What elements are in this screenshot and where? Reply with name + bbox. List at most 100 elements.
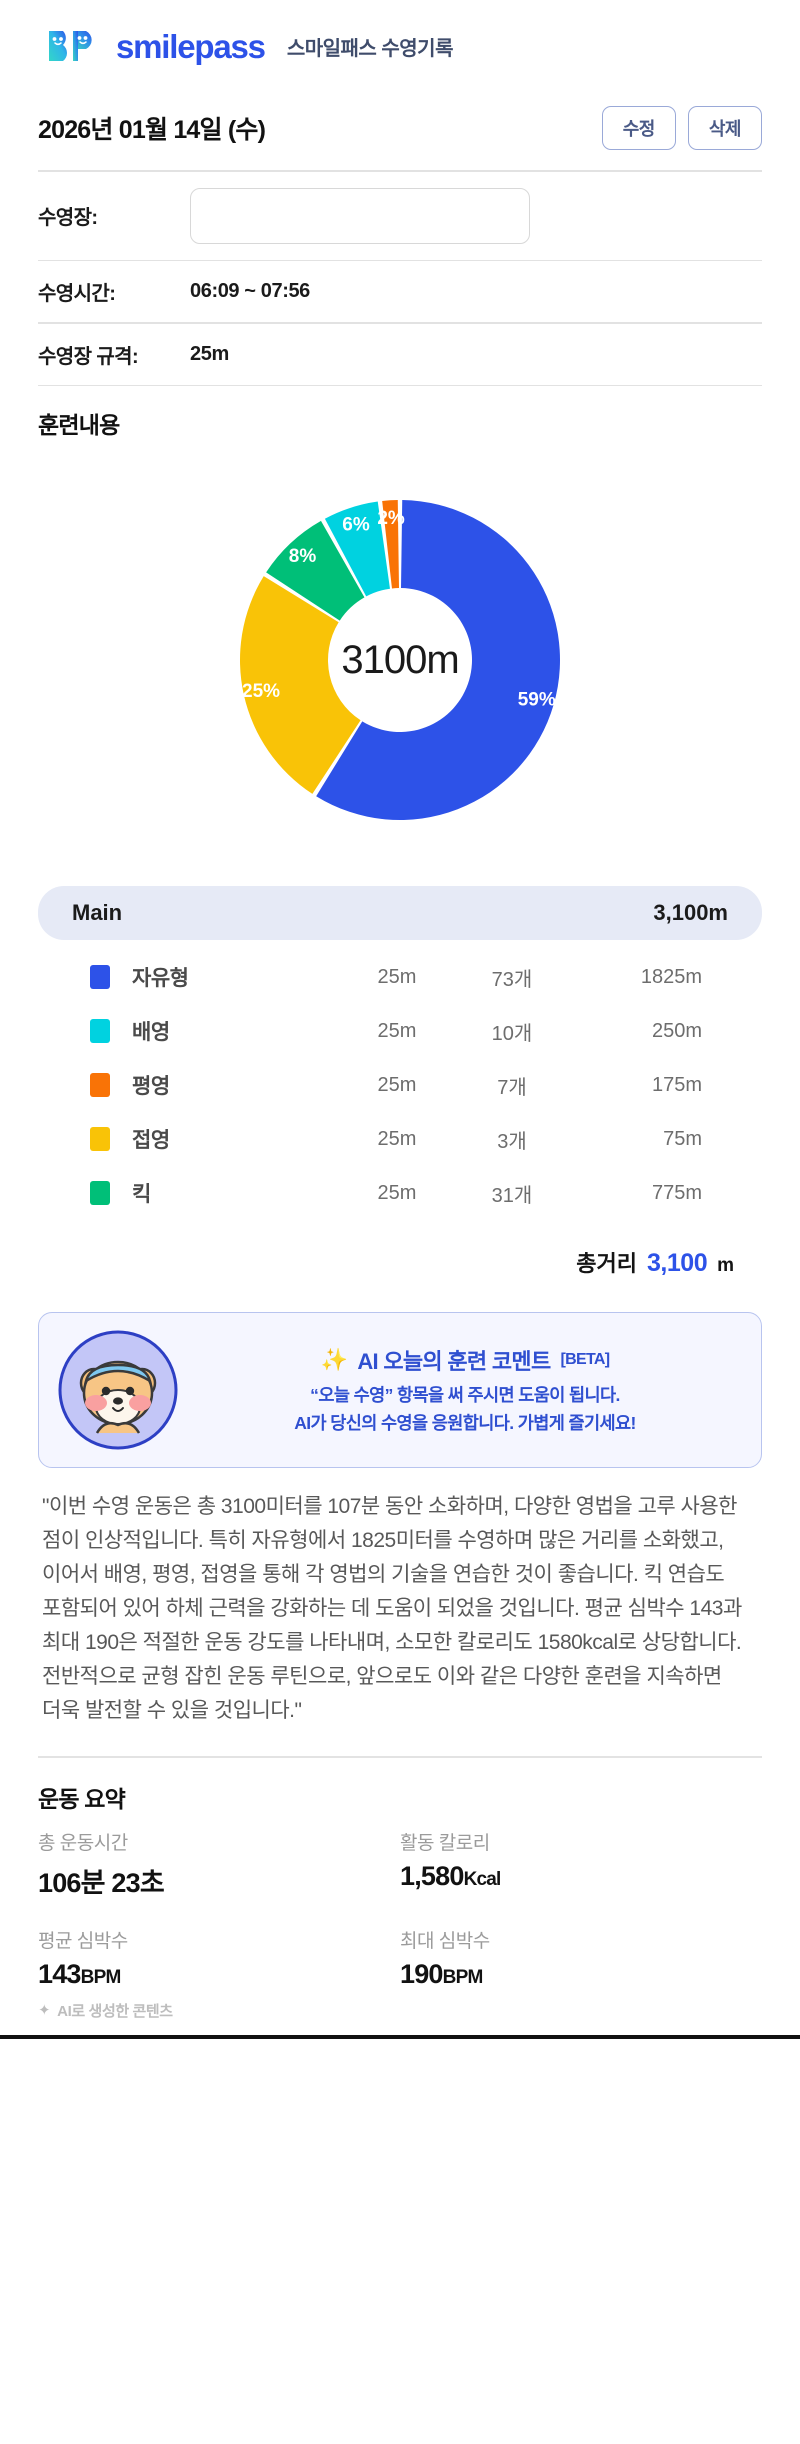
ai-banner-texts: ✨ AI 오늘의 훈련 코멘트 [BETA] “오늘 수영” 항목을 써 주시면 … bbox=[197, 1344, 743, 1436]
swim-time-value: 06:09 ~ 07:56 bbox=[190, 280, 310, 302]
donut-slice-킥 bbox=[240, 576, 361, 794]
summary-item: 총 운동시간 106분 23초 bbox=[38, 1828, 400, 1900]
pool-name-input[interactable] bbox=[190, 187, 530, 244]
pool-name-label: 수영장: bbox=[38, 207, 98, 229]
summary-item-unit: BPM bbox=[80, 1966, 122, 1988]
ai-comment-banner[interactable]: ✨ AI 오늘의 훈련 코멘트 [BETA] “오늘 수영” 항목을 써 주시면 … bbox=[38, 1312, 762, 1468]
summary-item-label: 활동 칼로리 bbox=[400, 1832, 490, 1854]
donut-slice-배영 bbox=[266, 520, 365, 621]
divider bbox=[38, 170, 762, 172]
summary-item-label: 평균 심박수 bbox=[38, 1930, 128, 1952]
smilepass-logo-icon bbox=[46, 26, 102, 66]
legend-group-header: Main 3,100m bbox=[38, 886, 762, 940]
legend-group-label: Main bbox=[72, 900, 123, 925]
legend-lap-count: 31개 bbox=[491, 1184, 533, 1207]
legend-distance: 175m bbox=[651, 1073, 702, 1096]
summary-item-unit: BPM bbox=[442, 1966, 484, 1988]
legend-distance: 250m bbox=[651, 1019, 702, 1042]
summary-heading: 운동 요약 bbox=[38, 1785, 126, 1812]
summary-grid: 총 운동시간 106분 23초 활동 칼로리 1,580Kcal 평균 심박수 143BP… bbox=[30, 1828, 770, 1990]
divider bbox=[38, 1756, 762, 1758]
summary-item-number: 190 bbox=[400, 1958, 443, 1989]
legend-lap-length: 25m bbox=[377, 1019, 417, 1042]
donut-slice-label-배영: 8% bbox=[289, 546, 317, 567]
legend-row: 평영 25m 7개 175m bbox=[30, 1058, 770, 1112]
donut-slice-label-접영: 2% bbox=[377, 508, 405, 529]
summary-item-value: 106분 23초 bbox=[38, 1861, 400, 1900]
summary-item-number: 143 bbox=[38, 1958, 81, 1989]
pool-size-label: 수영장 규격: bbox=[38, 345, 139, 368]
brand-wordmark: smilepass bbox=[116, 27, 266, 65]
training-heading: 훈련내용 bbox=[38, 412, 120, 438]
legend-lap-count: 10개 bbox=[491, 1022, 533, 1045]
summary-item: 활동 칼로리 1,580Kcal bbox=[400, 1828, 762, 1900]
bottom-bar bbox=[0, 2034, 800, 2039]
ai-banner-subline-1: “오늘 수영” 항목을 써 주시면 도움이 됩니다. bbox=[310, 1385, 620, 1406]
legend-color-swatch bbox=[90, 1181, 110, 1205]
total-distance-label: 총거리 bbox=[576, 1251, 638, 1276]
legend-stroke-name: 자유형 bbox=[132, 967, 189, 990]
divider bbox=[38, 322, 762, 324]
legend-lap-count: 3개 bbox=[497, 1130, 527, 1153]
ai-comment-text: "이번 수영 운동은 총 3100미터를 107분 동안 소화하며, 다양한 영… bbox=[42, 1495, 742, 1723]
donut-slice-label-킥: 25% bbox=[242, 681, 280, 702]
legend-color-swatch bbox=[90, 1073, 110, 1097]
legend-distance: 775m bbox=[651, 1181, 702, 1204]
legend-row: 접영 25m 3개 75m bbox=[30, 1112, 770, 1166]
ai-banner-title: AI 오늘의 훈련 코멘트 bbox=[357, 1349, 551, 1375]
legend-lap-length: 25m bbox=[377, 1073, 417, 1096]
pool-size-value: 25m bbox=[190, 342, 229, 365]
divider bbox=[38, 259, 762, 261]
legend-stroke-name: 평영 bbox=[132, 1075, 170, 1098]
legend-stroke-name: 배영 bbox=[132, 1021, 170, 1044]
legend-lap-length: 25m bbox=[377, 1127, 417, 1150]
total-distance-unit: m bbox=[717, 1255, 734, 1276]
legend-list: 자유형 25m 73개 1825m 배영 25m 10개 250m 평영 25m 7개 175m 접영 2… bbox=[30, 950, 770, 1220]
summary-item-value: 1,580Kcal bbox=[400, 1861, 762, 1892]
legend-stroke-name: 접영 bbox=[132, 1129, 170, 1152]
record-date-title: 2026년 01월 14일 (수) bbox=[38, 116, 266, 144]
donut-slice-label-평영: 6% bbox=[342, 515, 370, 536]
legend-group-total: 3,100m bbox=[653, 900, 728, 925]
legend-lap-count: 7개 bbox=[497, 1076, 527, 1099]
legend-distance: 75m bbox=[663, 1127, 702, 1150]
ai-banner-title-row: ✨ AI 오늘의 훈련 코멘트 [BETA] bbox=[197, 1344, 733, 1376]
legend-lap-count: 73개 bbox=[491, 968, 533, 991]
ai-beta-badge: [BETA] bbox=[560, 1351, 611, 1369]
delete-button[interactable]: 삭제 bbox=[687, 106, 762, 150]
legend-row: 배영 25m 10개 250m bbox=[30, 1004, 770, 1058]
donut-slice-label-자유형: 59% bbox=[518, 690, 556, 711]
pool-size-row: 수영장 규격: 25m bbox=[30, 324, 770, 385]
summary-item-value: 143BPM bbox=[38, 1959, 400, 1990]
summary-item-number: 1,580 bbox=[400, 1860, 464, 1891]
total-distance-value: 3,100 bbox=[647, 1249, 708, 1277]
legend-color-swatch bbox=[90, 1127, 110, 1151]
swim-record-page: smilepass 스마일패스 수영기록 2026년 01월 14일 (수) 수… bbox=[30, 0, 770, 2035]
edit-button[interactable]: 수정 bbox=[601, 106, 676, 150]
summary-item-value: 190BPM bbox=[400, 1959, 762, 1990]
ai-banner-subline-2: AI가 당신의 수영을 응원합니다. 가볍게 즐기세요! bbox=[294, 1412, 636, 1433]
summary-item: 최대 심박수 190BPM bbox=[400, 1926, 762, 1990]
swim-time-label: 수영시간: bbox=[38, 283, 116, 305]
total-distance-row: 총거리 3,100 m bbox=[30, 1220, 770, 1302]
ai-generated-footnote: ✦ AI로 생성한 콘텐츠 bbox=[30, 1990, 770, 2035]
sparkles-icon: ✨ bbox=[320, 1347, 348, 1373]
distance-donut-chart: 59% 25% 8% 6% 2% 3100m bbox=[200, 460, 600, 860]
legend-lap-length: 25m bbox=[377, 965, 417, 988]
brand-subtitle: 스마일패스 수영기록 bbox=[286, 37, 454, 60]
sparkles-icon: ✦ bbox=[38, 2002, 51, 2020]
legend-lap-length: 25m bbox=[377, 1181, 417, 1204]
summary-item: 평균 심박수 143BPM bbox=[38, 1926, 400, 1990]
legend-color-swatch bbox=[90, 1019, 110, 1043]
legend-row: 킥 25m 31개 775m bbox=[30, 1166, 770, 1220]
legend-distance: 1825m bbox=[640, 965, 702, 988]
bear-swimmer-mascot-icon bbox=[57, 1329, 179, 1451]
donut-chart-section: 59% 25% 8% 6% 2% 3100m bbox=[30, 446, 770, 878]
summary-item-number: 106분 23초 bbox=[38, 1867, 165, 1898]
donut-slice-접영 bbox=[382, 500, 399, 589]
legend-color-swatch bbox=[90, 965, 110, 989]
donut-slice-평영 bbox=[324, 501, 390, 597]
donut-slice-자유형 bbox=[316, 500, 560, 820]
divider bbox=[38, 384, 762, 386]
brand-header: smilepass 스마일패스 수영기록 bbox=[30, 0, 770, 88]
